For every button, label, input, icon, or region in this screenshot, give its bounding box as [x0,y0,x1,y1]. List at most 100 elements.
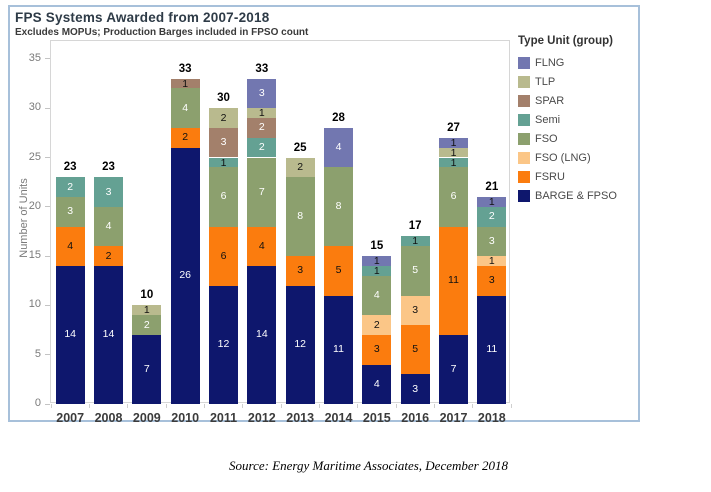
bar-segment[interactable]: 26 [170,147,200,404]
bar-segment[interactable]: 11 [324,295,353,404]
bar-segment[interactable]: 12 [209,285,238,404]
bar-segment[interactable]: 2 [55,177,85,197]
bar-segment[interactable]: 4 [324,127,353,168]
bar-segment[interactable]: 1 [477,255,507,267]
y-tick-mark [45,157,50,158]
legend-color-swatch [518,151,530,164]
bar-segment[interactable]: 1 [400,235,430,247]
bar-segment[interactable]: 2 [94,246,123,266]
bar-segment[interactable]: 1 [477,196,507,208]
bar-segment[interactable]: 4 [94,206,123,247]
x-tick-mark [472,404,474,408]
bar-segment[interactable]: 2 [477,206,507,227]
bar-segment[interactable]: 1 [209,157,238,169]
legend-item-label: TLP [535,75,556,88]
x-axis-label: 2015 [362,411,391,425]
bar-segment[interactable]: 2 [247,137,277,158]
bar-segment[interactable]: 1 [439,147,468,159]
bar-segment[interactable]: 3 [362,334,392,365]
bar-segment[interactable]: 2 [132,315,162,335]
segment-value-label: 1 [143,304,150,317]
segment-value-label: 1 [373,264,380,277]
bar-segment[interactable]: 1 [247,107,277,120]
legend-item-semi[interactable]: Semi [518,110,638,129]
bar-segment[interactable]: 14 [55,265,85,404]
legend-item-fsru[interactable]: FSRU [518,167,638,186]
bar-segment[interactable]: 6 [209,226,238,286]
segment-value-label: 6 [450,190,457,203]
x-tick-mark [242,404,244,408]
segment-value-label: 6 [220,249,227,262]
legend-item-spar[interactable]: SPAR [518,91,638,110]
segment-value-label: 4 [373,377,380,390]
bar-segment[interactable]: 3 [477,226,507,257]
bar-segment[interactable]: 4 [247,226,277,266]
bar-segment[interactable]: 3 [285,256,315,286]
bar-segment[interactable]: 6 [439,167,468,227]
bar-segment[interactable]: 2 [209,108,238,128]
bar-segment[interactable]: 3 [209,127,238,158]
segment-value-label: 7 [143,362,150,375]
bar-segment[interactable]: 3 [477,265,507,296]
bar-segment[interactable]: 14 [247,265,277,404]
bar-segment[interactable]: 2 [285,157,315,178]
bar-total-label: 25 [293,141,307,154]
legend-item-label: FSRU [535,170,565,183]
legend-item-fso-lng-[interactable]: FSO (LNG) [518,148,638,167]
legend-item-tlp[interactable]: TLP [518,72,638,91]
bar-segment[interactable]: 8 [324,167,353,247]
bar-segment[interactable]: 3 [247,78,277,109]
bar-segment[interactable]: 3 [55,196,85,227]
segment-value-label: 3 [412,382,419,395]
bar-segment[interactable]: 7 [132,334,162,404]
bar-segment[interactable]: 2 [362,315,392,335]
bar-segment[interactable]: 11 [439,226,468,335]
segment-value-label: 1 [258,107,265,120]
y-tick-mark [45,304,50,306]
y-tick-mark [45,255,50,257]
y-tick-label: 10 [28,298,41,311]
x-tick-mark [203,404,205,408]
bar-segment[interactable]: 12 [285,285,315,404]
segment-value-label: 2 [105,249,112,262]
bar-segment[interactable]: 7 [439,334,468,404]
segment-value-label: 3 [105,185,112,198]
plot-area: 0 5 10 15 20 25 30 35 14 4 3 2 23 2007 14 2 4 3 23 2008 7 2 1 1… [29,40,512,425]
legend-item-barge-fpso[interactable]: BARGE & FPSO [518,186,638,205]
legend-items: FLNG TLP SPAR Semi FSO FSO (LNG) FSRU BARGE & F… [518,53,638,205]
bar-segment[interactable]: 1 [132,304,162,317]
bar-segment[interactable]: 5 [324,246,353,296]
bar-segment[interactable]: 5 [400,325,430,375]
x-axis-label: 2018 [477,411,506,425]
bar-total-label: 15 [370,240,384,253]
bar-segment[interactable]: 4 [362,364,392,404]
bar-segment[interactable]: 4 [170,88,200,128]
bar-segment[interactable]: 1 [439,136,468,149]
bar-segment[interactable]: 7 [247,157,277,227]
x-axis-label: 2009 [132,411,161,425]
bar-segment[interactable]: 5 [400,246,430,296]
bar-segment[interactable]: 6 [209,167,238,227]
legend-title: Type Unit (group) [518,35,613,47]
bar-segment[interactable]: 3 [94,177,123,207]
bar-segment[interactable]: 2 [170,127,200,148]
segment-value-label: 1 [450,136,457,149]
legend-item-flng[interactable]: FLNG [518,53,638,72]
bar-segment[interactable]: 1 [362,255,392,267]
bar-segment[interactable]: 3 [400,374,430,404]
bar-segment[interactable]: 1 [362,264,392,277]
bar-segment[interactable]: 1 [439,157,468,169]
bar-segment[interactable]: 2 [247,118,277,138]
legend-item-fso[interactable]: FSO [518,129,638,148]
bar-segment[interactable]: 14 [94,265,123,404]
bar-segment[interactable]: 3 [400,295,430,326]
bar-segment[interactable]: 4 [362,275,392,316]
bar-segment[interactable]: 8 [285,177,315,257]
legend-item-label: Semi [535,113,561,126]
bar-segment[interactable]: 4 [55,226,85,266]
segment-value-label: 3 [488,234,495,247]
segment-value-label: 2 [258,141,265,154]
segment-value-label: 11 [486,343,498,356]
bar-segment[interactable]: 1 [170,78,200,90]
bar-segment[interactable]: 11 [477,295,507,404]
